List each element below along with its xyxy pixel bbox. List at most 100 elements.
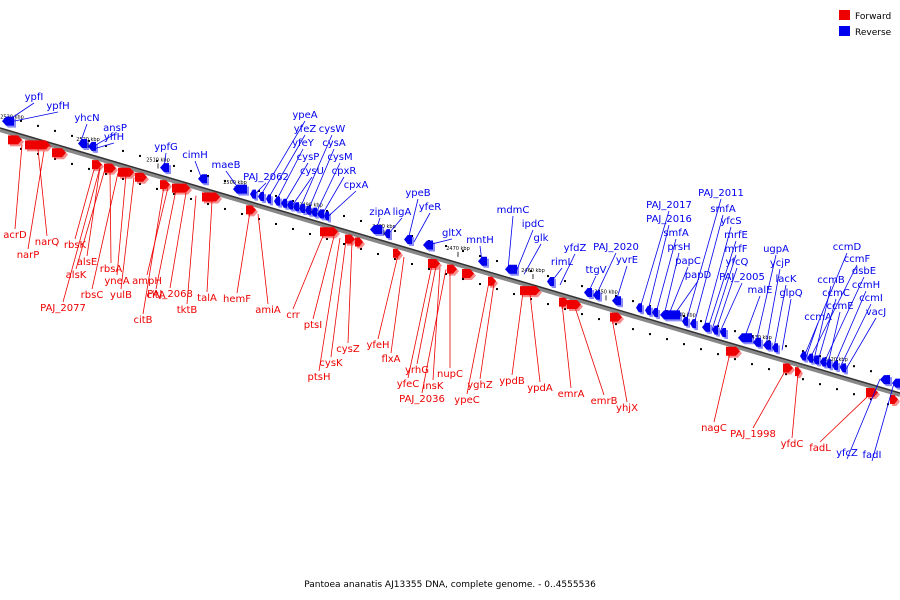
reverse-gene-label: malE (748, 285, 773, 296)
reverse-gene-label: yfcZ (836, 448, 858, 459)
reverse-gene-label: mrfF (724, 244, 747, 255)
reverse-gene-arrow (660, 310, 682, 322)
reverse-gene-label: papD (685, 270, 712, 281)
reverse-gene-arrow-body (840, 363, 846, 373)
track-dot (785, 373, 787, 376)
forward-gene-arrow-body (320, 227, 338, 237)
reverse-gene-arrow-body (258, 191, 264, 201)
reverse-gene-arrow (311, 207, 319, 219)
track-dot (88, 167, 90, 170)
reverse-gene-label-leader (715, 267, 738, 331)
reverse-gene-label: yfeR (419, 202, 442, 213)
reverse-gene-arrow (712, 325, 720, 337)
forward-gene-arrow (890, 395, 900, 407)
forward-gene-label: PAJ_2068 (147, 289, 193, 300)
track-dot (530, 270, 532, 273)
scale-tick-label: 2450 kbp (594, 289, 618, 295)
track-dot (734, 358, 736, 361)
forward-gene-label-leader (169, 192, 187, 289)
track-dot (581, 313, 583, 316)
forward-gene-label-leader (752, 369, 787, 429)
track-dot (853, 365, 855, 368)
reverse-gene-label: ypeB (405, 188, 430, 199)
reverse-gene-label-leader (387, 217, 403, 235)
forward-gene-label: ypeC (454, 395, 479, 406)
reverse-gene-arrow-body (880, 375, 890, 385)
reverse-gene-label-leader (194, 160, 203, 180)
reverse-gene-label: mntH (466, 235, 494, 246)
reverse-gene-label: cysA (322, 138, 346, 149)
forward-gene-arrow-body (559, 297, 569, 307)
track-dot (258, 217, 260, 220)
reverse-gene-label: ypeA (292, 110, 317, 121)
forward-gene-label: insK (423, 381, 444, 392)
reverse-gene-label: maeB (212, 160, 241, 171)
reverse-gene-label-leader (507, 215, 514, 270)
forward-gene-label: fadL (809, 443, 831, 454)
forward-gene-arrow (246, 205, 258, 217)
reverse-gene-label: yfcS (720, 216, 741, 227)
forward-gene-label: ampH (132, 276, 162, 287)
reverse-gene-arrow-body (78, 138, 87, 148)
track-dot (768, 368, 770, 371)
track-dot (411, 263, 413, 266)
reverse-gene-label: ycjP (770, 258, 790, 269)
reverse-gene-label: yfcQ (726, 257, 749, 268)
forward-gene-arrow-body (160, 180, 170, 190)
forward-gene-arrow (52, 148, 68, 160)
legend-forward-label: Forward (855, 12, 891, 22)
track-dot (207, 174, 209, 177)
forward-gene-label-leader (421, 269, 447, 394)
reverse-gene-arrow-body (478, 256, 487, 266)
reverse-gene-label: PAJ_2005 (719, 272, 765, 283)
track-dot (615, 295, 617, 298)
reverse-gene-label-leader (425, 238, 453, 246)
forward-gene-label-leader (377, 255, 399, 340)
forward-gene-label-leader (14, 144, 23, 230)
track-dot (615, 323, 617, 326)
track-dot (71, 162, 73, 165)
reverse-gene-label: ccmB (817, 275, 845, 286)
reverse-gene-arrow-body (324, 211, 329, 221)
reverse-gene-label: smfA (663, 228, 688, 239)
forward-gene-arrow (320, 227, 340, 239)
forward-gene-label-leader (318, 238, 341, 372)
track-dot (649, 333, 651, 336)
reverse-gene-label: cimH (182, 150, 208, 161)
reverse-gene-arrow (800, 351, 808, 363)
reverse-gene-label-leader (79, 123, 88, 144)
track-dot (666, 338, 668, 341)
reverse-gene-label: rimL (551, 257, 574, 268)
legend: Forward Reverse (839, 10, 892, 38)
track-dot (819, 383, 821, 386)
track-dot (479, 283, 481, 286)
reverse-gene-arrow-body (892, 378, 900, 388)
reverse-gene-arrow (753, 337, 763, 349)
forward-gene-arrow-body (172, 183, 190, 193)
reverse-gene-label-leader (515, 229, 534, 273)
reverse-gene-label-leader (559, 253, 576, 286)
reverse-gene-label-leader (781, 298, 792, 351)
reverse-gene-label-leader (667, 266, 689, 317)
forward-gene-label: PAJ_2077 (40, 303, 86, 314)
reverse-gene-label: vacJ (866, 307, 887, 318)
forward-gene-arrow (520, 286, 542, 298)
reverse-gene-label-leader (259, 120, 306, 197)
reverse-gene-arrow (423, 240, 435, 252)
forward-gene-label: PAJ_2036 (399, 394, 445, 405)
forward-gene-label: alsK (66, 270, 87, 281)
forward-gene-arrow (488, 276, 498, 288)
forward-gene-arrow-body (355, 237, 363, 247)
reverse-gene-label: cysW (319, 124, 346, 135)
forward-gene-label: rbsK (64, 240, 87, 251)
track-dot (156, 159, 158, 162)
reverse-gene-arrow-body (233, 184, 247, 194)
forward-gene-label-leader (146, 187, 169, 276)
forward-gene-arrow-body (462, 269, 474, 279)
track-dot (292, 227, 294, 230)
reverse-gene-label-leader (805, 322, 819, 358)
forward-gene-label: yrhG (405, 365, 429, 376)
reverse-gene-label: ccmF (844, 254, 871, 265)
forward-gene-label-leader (91, 172, 119, 290)
